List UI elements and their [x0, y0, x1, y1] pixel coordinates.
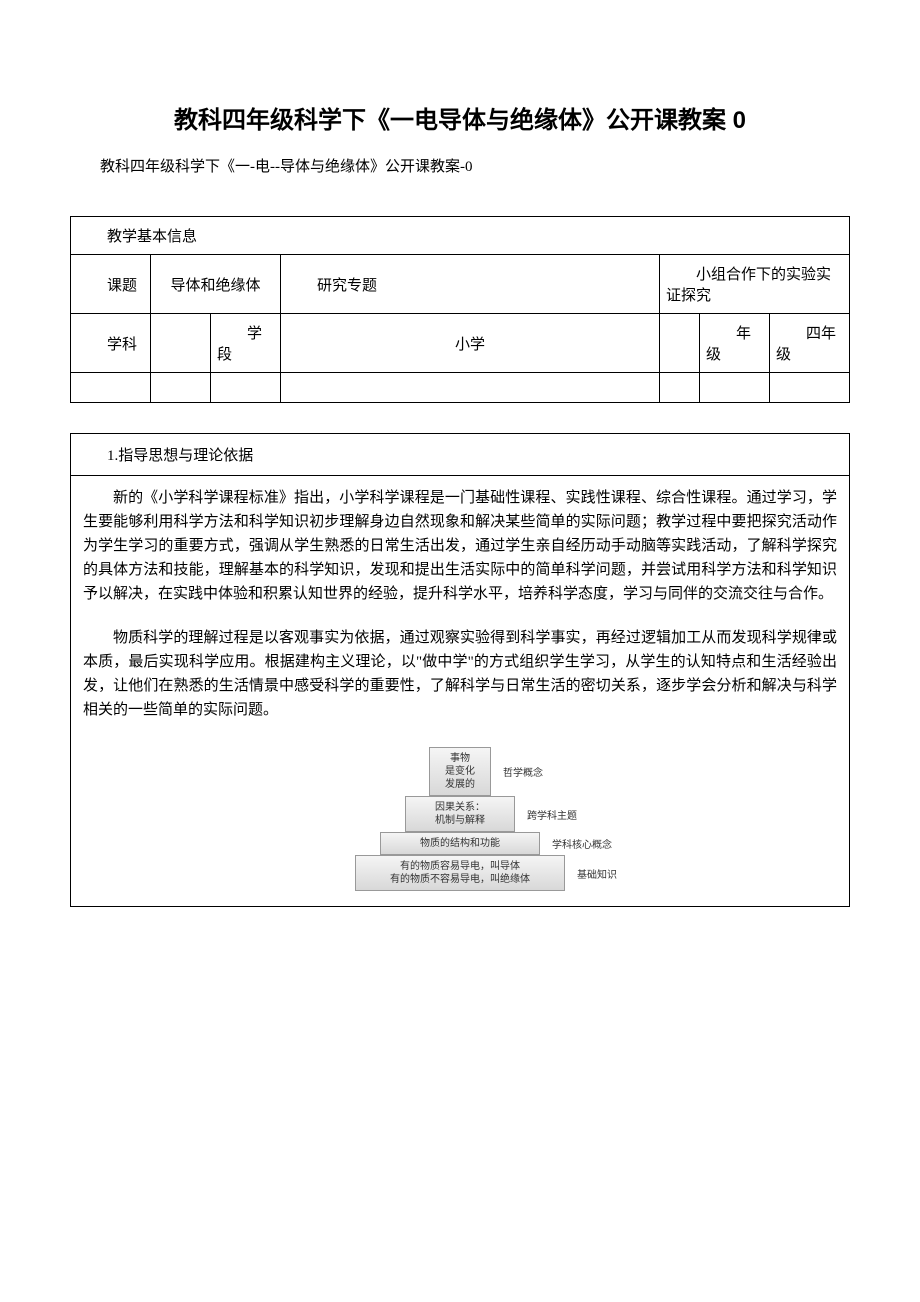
- cell-subject-label: 学科: [71, 314, 151, 373]
- cell-grade-value: 四年级: [770, 314, 850, 373]
- cell-research-label: 研究专题: [281, 255, 660, 314]
- table-row: 学科 学段 小学 年级 四年级: [71, 314, 850, 373]
- pyramid-level: 物质的结构和功能: [380, 832, 540, 855]
- pyramid-label: 学科核心概念: [552, 836, 610, 851]
- table-row-empty: [71, 373, 850, 403]
- pyramid-level: 因果关系： 机制与解释: [405, 796, 515, 832]
- pyramid-label: 基础知识: [577, 866, 635, 881]
- pyramid-row: 物质的结构和功能学科核心概念: [270, 832, 650, 855]
- info-table: 教学基本信息 课题 导体和绝缘体 研究专题 小组合作下的实验实证探究 学科 学段…: [70, 216, 850, 403]
- pyramid-row: 有的物质容易导电，叫导体 有的物质不容易导电，叫绝缘体基础知识: [270, 855, 650, 891]
- cell-topic-label: 课题: [71, 255, 151, 314]
- page-subtitle: 教科四年级科学下《一-电--导体与绝缘体》公开课教案-0: [70, 155, 850, 176]
- pyramid-level: 事物 是变化 发展的: [429, 747, 491, 796]
- cell-stage-label: 学段: [211, 314, 281, 373]
- content-cell: 新的《小学科学课程标准》指出，小学科学课程是一门基础性课程、实践性课程、综合性课…: [71, 476, 850, 907]
- page-title: 教科四年级科学下《一电导体与绝缘体》公开课教案 0: [70, 100, 850, 135]
- pyramid-row: 因果关系： 机制与解释跨学科主题: [270, 796, 650, 832]
- cell-empty: [660, 314, 700, 373]
- content-table: 1.指导思想与理论依据 新的《小学科学课程标准》指出，小学科学课程是一门基础性课…: [70, 433, 850, 907]
- cell-stage-value: 小学: [281, 314, 660, 373]
- pyramid-row: 事物 是变化 发展的哲学概念: [270, 747, 650, 796]
- pyramid-level: 有的物质容易导电，叫导体 有的物质不容易导电，叫绝缘体: [355, 855, 565, 891]
- cell-grade-label: 年级: [700, 314, 770, 373]
- pyramid-label: 哲学概念: [503, 764, 561, 779]
- pyramid-diagram: 事物 是变化 发展的哲学概念因果关系： 机制与解释跨学科主题物质的结构和功能学科…: [71, 732, 849, 906]
- section-heading: 1.指导思想与理论依据: [71, 434, 850, 476]
- table-row: 课题 导体和绝缘体 研究专题 小组合作下的实验实证探究: [71, 255, 850, 314]
- cell-research-value: 小组合作下的实验实证探究: [660, 255, 850, 314]
- pyramid-label: 跨学科主题: [527, 807, 585, 822]
- paragraph: 物质科学的理解过程是以客观事实为依据，通过观察实验得到科学事实，再经过逻辑加工从…: [71, 616, 849, 732]
- cell-subject-value: [151, 314, 211, 373]
- cell-topic-value: 导体和绝缘体: [151, 255, 281, 314]
- info-table-header: 教学基本信息: [71, 217, 850, 255]
- paragraph: 新的《小学科学课程标准》指出，小学科学课程是一门基础性课程、实践性课程、综合性课…: [71, 476, 849, 616]
